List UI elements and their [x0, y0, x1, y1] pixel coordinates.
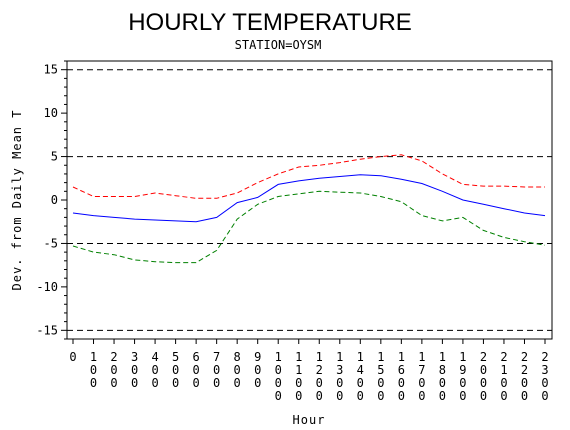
y-axis-label: Dev. from Daily Mean T [10, 110, 24, 291]
y-tick-label: 15 [44, 63, 58, 77]
y-axis: -15 -10 -5 0 5 10 15 [36, 60, 67, 340]
y-tick-label: 0 [51, 193, 58, 207]
y-tick-label: 5 [51, 150, 58, 164]
x-axis-label: Hour [293, 413, 326, 427]
chart-title: HOURLY TEMPERATURE [128, 9, 412, 36]
y-tick-label: -10 [36, 280, 58, 294]
x-tick-label: 0 [69, 350, 76, 364]
reference-lines [67, 69, 552, 331]
series-line-3 [72, 190, 546, 264]
y-tick-label: -5 [44, 236, 58, 250]
series-line-2 [72, 174, 546, 223]
y-tick-label: 10 [44, 106, 58, 120]
y-tick-label: -15 [36, 323, 58, 337]
x-axis: 0 1 0 0 2 0 0 3 0 0 4 0 0 5 0 0 6 0 0 7 0 0 8 0 0 9 0 0 1 0 0 0 1 1 0 0 1 2 0 0… [69, 339, 549, 403]
plot-frame [66, 60, 553, 340]
series-lines [72, 154, 546, 264]
series-line-1 [72, 154, 545, 199]
chart-subtitle: STATION=OYSM [235, 38, 322, 52]
